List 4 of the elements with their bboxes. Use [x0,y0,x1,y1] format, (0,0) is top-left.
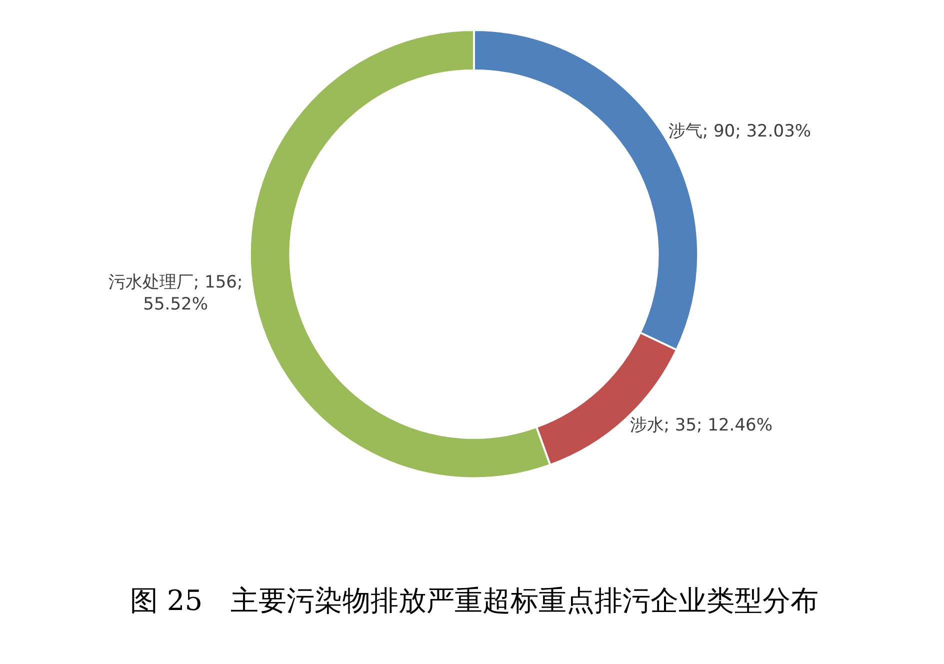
slice-label: 污水处理厂; 156; 55.52% [108,272,243,314]
slice-label: 涉水; 35; 12.46% [630,415,772,436]
text: 图 25 主要污染物排放严重超标重点排污企业类型分布 [130,584,819,617]
slice-label: 涉气; 90; 32.03% [668,121,812,142]
